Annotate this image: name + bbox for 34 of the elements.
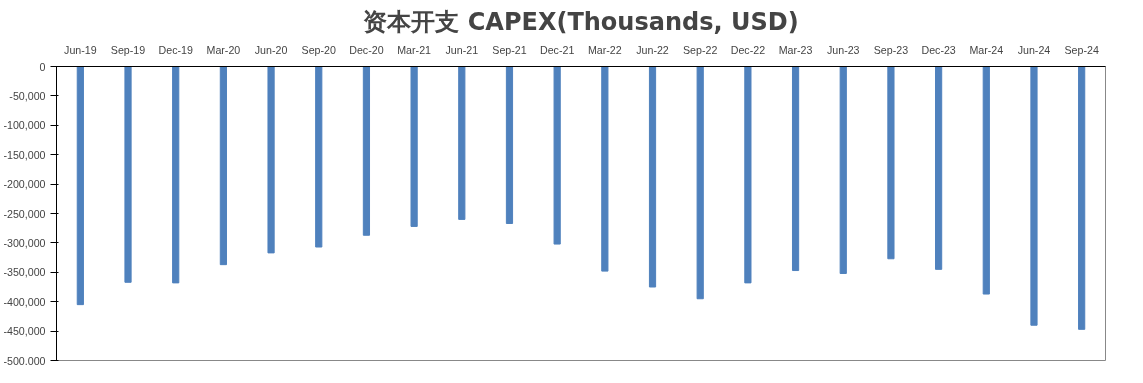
x-tick-label: Dec-21: [539, 43, 575, 56]
x-tick-label: Dec-19: [158, 43, 193, 56]
x-tick-label: Dec-22: [730, 43, 766, 56]
x-tick-label: Sep-24: [1064, 43, 1099, 56]
x-tick-label: Mar-20: [206, 43, 241, 56]
y-tick-label: -300,000: [3, 236, 46, 249]
y-tick-label: -400,000: [3, 295, 46, 308]
x-tick-label: Jun-20: [254, 43, 288, 56]
x-tick-label: Jun-24: [1017, 43, 1051, 56]
y-tick-label: -500,000: [3, 354, 46, 367]
x-tick-label: Mar-24: [969, 43, 1004, 56]
x-tick-label: Sep-19: [110, 43, 146, 56]
x-tick-label: Sep-22: [683, 43, 718, 56]
x-tick-label: Dec-20: [349, 43, 384, 56]
y-tick-label: -250,000: [3, 207, 46, 220]
chart-title: 资本开支 CAPEX(Thousands, USD): [363, 7, 799, 36]
y-tick-label: -50,000: [9, 89, 46, 102]
x-tick-label: Jun-23: [826, 43, 860, 56]
y-tick-label: 0: [39, 60, 46, 73]
y-tick-label: -150,000: [3, 148, 46, 161]
x-tick-label: Mar-23: [778, 43, 813, 56]
x-tick-label: Jun-21: [445, 43, 479, 56]
y-tick-label: -100,000: [3, 119, 46, 132]
x-tick-label: Sep-23: [873, 43, 909, 56]
y-tick-label: -200,000: [3, 178, 46, 191]
y-tick-label: -450,000: [3, 325, 46, 338]
x-tick-label: Mar-22: [587, 43, 622, 56]
x-tick-label: Mar-21: [397, 43, 432, 56]
x-tick-label: Jun-19: [64, 43, 97, 56]
x-tick-label: Jun-22: [636, 43, 669, 56]
y-tick-label: -350,000: [3, 266, 46, 279]
x-tick-label: Sep-20: [301, 43, 336, 56]
x-tick-label: Dec-23: [921, 43, 956, 56]
x-tick-label: Sep-21: [492, 43, 527, 56]
